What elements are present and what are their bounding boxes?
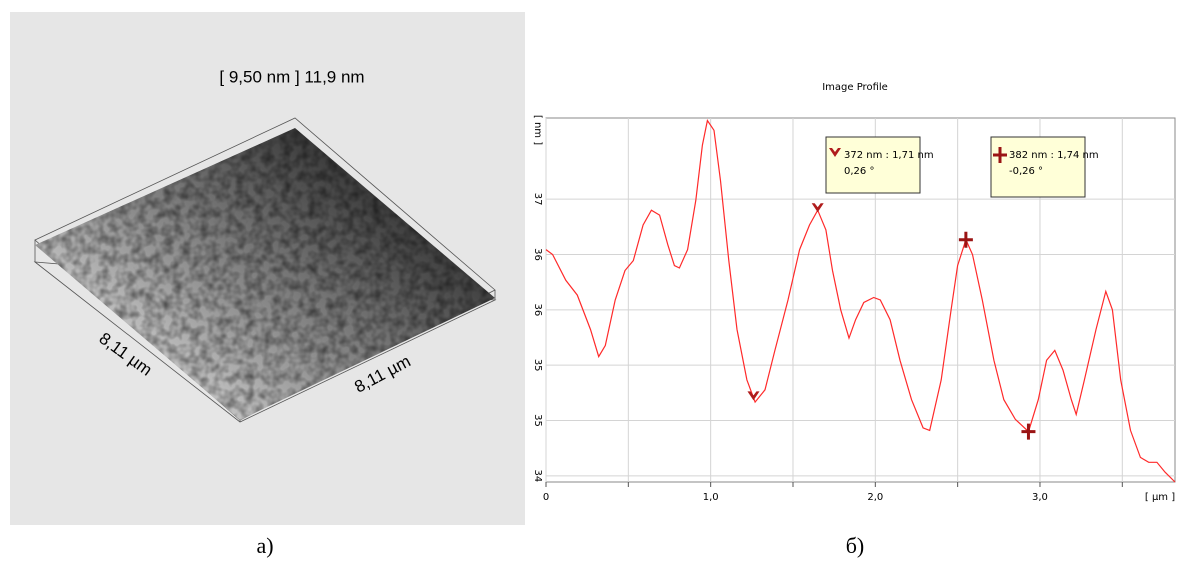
y-tick-label: 35 — [532, 359, 543, 372]
x-tick-label: 3,0 — [1032, 492, 1048, 503]
annotation-text: 382 nm : 1,74 nm — [1009, 150, 1099, 161]
marker-v — [747, 391, 760, 401]
y-axis-label: [ nm ] — [532, 115, 543, 145]
y-tick-label: 34 — [532, 469, 543, 482]
y-tick-label: 35 — [532, 414, 543, 427]
y-tick-label: 36 — [532, 303, 543, 316]
caption: а) — [256, 533, 273, 558]
marker-cross — [1021, 423, 1036, 440]
annotation-box — [990, 136, 1086, 198]
annotation-box — [825, 136, 921, 194]
marker-v — [811, 203, 824, 213]
x-tick-label: 1,0 — [703, 492, 719, 503]
x-tick-label: 2,0 — [867, 492, 883, 503]
profile-line — [545, 118, 1176, 483]
chart-title: Image Profile — [822, 82, 888, 93]
caption: б) — [846, 533, 865, 558]
marker-v — [829, 148, 841, 157]
y-tick-label: 36 — [532, 248, 543, 261]
x-axis-label: [ µm ] — [1145, 492, 1175, 503]
y-tick-label: 37 — [532, 193, 543, 206]
annotation-text: 372 nm : 1,71 nm — [844, 150, 934, 161]
marker-cross — [993, 147, 1007, 163]
marker-cross — [958, 231, 973, 248]
image-title: [ 9,50 nm ] 11,9 nm — [219, 67, 364, 86]
surface-texture — [35, 128, 495, 420]
x-tick-label: 0 — [543, 492, 549, 503]
annotation-text: -0,26 ° — [1009, 166, 1043, 177]
annotation-text: 0,26 ° — [844, 166, 874, 177]
